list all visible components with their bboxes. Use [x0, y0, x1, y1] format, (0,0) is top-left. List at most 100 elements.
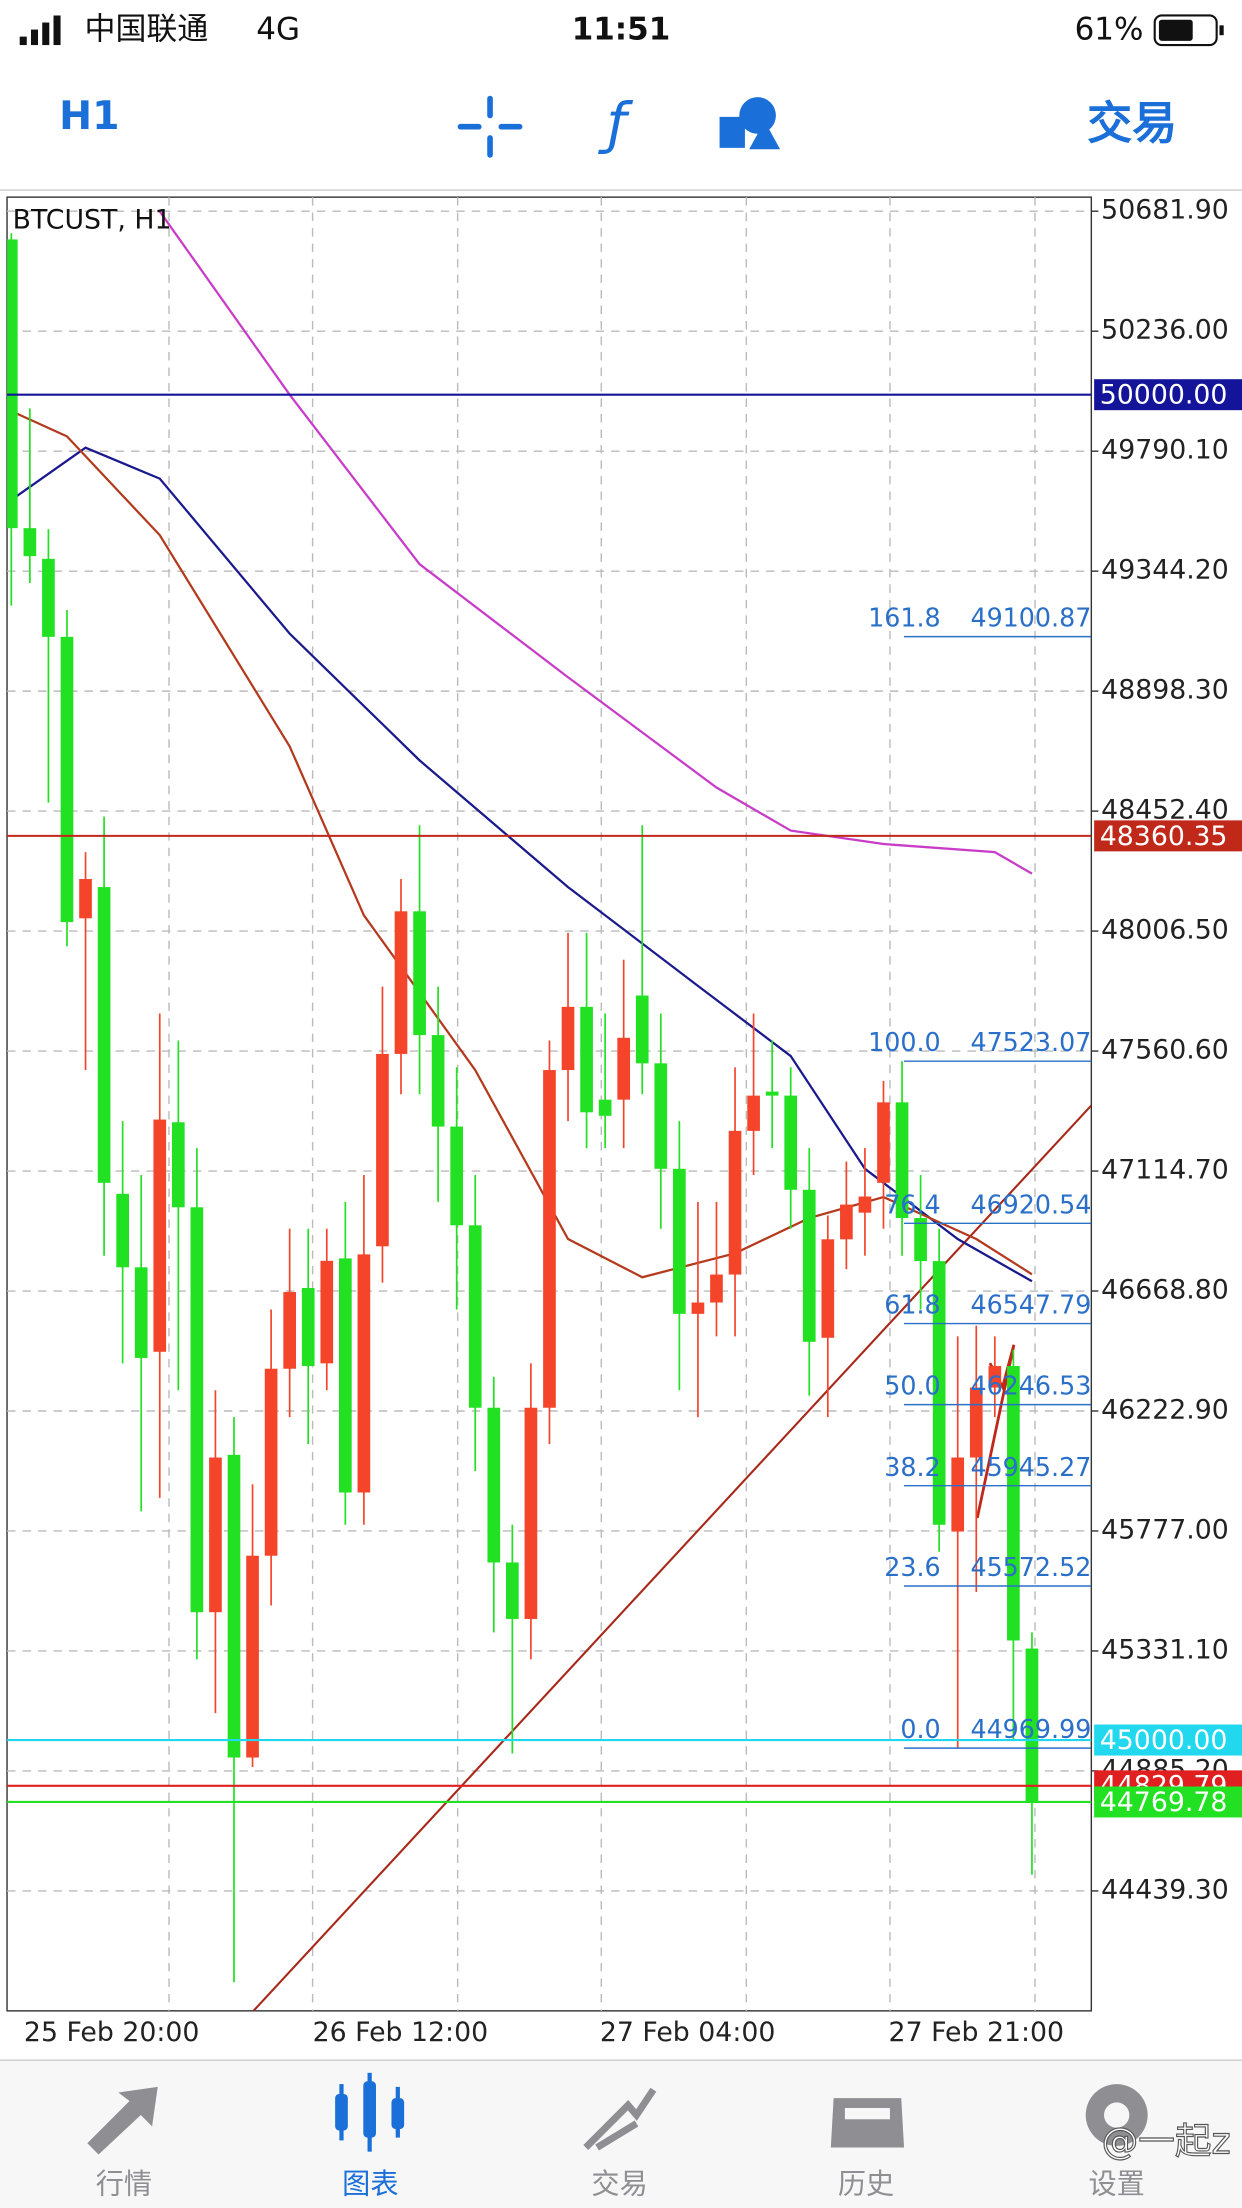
candle-body	[654, 1063, 668, 1169]
price-tag-label: 48360.35	[1100, 821, 1228, 852]
candle-body	[60, 636, 74, 923]
fib-level-label: 161.8	[868, 603, 941, 633]
candle-body	[561, 1006, 575, 1071]
candle-body	[840, 1204, 853, 1240]
candle-body	[988, 1366, 1002, 1388]
candle-body	[784, 1095, 798, 1190]
moving-average	[158, 210, 1033, 875]
candle-body	[394, 911, 408, 1054]
fib-level-label: 50.0	[884, 1371, 940, 1401]
candle-body	[487, 1407, 501, 1563]
y-tick-label: 46222.90	[1101, 1394, 1229, 1425]
candle-body	[227, 1454, 241, 1758]
y-tick-label: 47560.60	[1101, 1035, 1229, 1066]
candle-body	[97, 887, 111, 1183]
crosshair-button[interactable]	[457, 95, 523, 158]
candle-body	[264, 1368, 278, 1556]
x-tick-label: 27 Feb 21:00	[889, 2017, 1064, 2048]
candle-body	[691, 1302, 705, 1314]
watermark: @一起z	[1102, 2120, 1231, 2163]
candle-body	[932, 1261, 946, 1525]
candle-body	[506, 1562, 519, 1619]
objects-button[interactable]	[719, 97, 781, 150]
price-tag-label: 44769.78	[1100, 1787, 1228, 1818]
fib-price-label: 47523.07	[970, 1027, 1091, 1057]
candle-body	[116, 1193, 129, 1268]
fib-price-label: 46246.53	[970, 1371, 1091, 1401]
tab-bar: 行情 图表 交易 历史 设置 @一起z	[0, 2059, 1242, 2208]
candle-body	[357, 1254, 371, 1493]
tab-icon	[1085, 2084, 1148, 2147]
candle-body	[376, 1053, 389, 1247]
tab-icon	[830, 2098, 905, 2148]
candle-body	[79, 879, 92, 919]
candle-body	[134, 1267, 148, 1358]
fib-price-label: 45945.27	[970, 1452, 1091, 1482]
candle-body	[877, 1102, 890, 1183]
candle-body	[543, 1070, 556, 1408]
tab-icon	[583, 2087, 657, 2151]
fib-level-label: 100.0	[868, 1027, 941, 1057]
x-axis: 25 Feb 20:00 26 Feb 12:00 27 Feb 04:00 2…	[24, 2017, 1064, 2048]
candle-body	[914, 1218, 927, 1262]
candle-body	[23, 528, 37, 557]
tab-settings[interactable]: 设置	[1089, 2167, 1145, 2200]
toolbar: H1 ƒ 交易	[0, 91, 1242, 191]
tab-history[interactable]: 历史	[838, 2167, 894, 2200]
candle-body	[765, 1091, 779, 1096]
candle-body	[283, 1292, 297, 1369]
candle-body	[338, 1258, 352, 1493]
fib-level-label: 76.4	[884, 1189, 940, 1219]
indicators-button[interactable]: ƒ	[598, 91, 634, 156]
y-tick-label: 49790.10	[1101, 435, 1229, 466]
price-tag	[1094, 1724, 1242, 1756]
battery-level: 61%	[1075, 11, 1144, 47]
candle-body	[209, 1457, 222, 1613]
trend-line	[252, 1104, 1092, 2011]
candle-body	[171, 1122, 185, 1208]
y-tick-label: 47114.70	[1101, 1155, 1229, 1186]
tab-trade[interactable]: 交易	[591, 2167, 647, 2200]
candle-body	[710, 1274, 723, 1303]
status-bar: 中国联通 4G 11:51 61%	[19, 11, 1224, 47]
trade-button[interactable]: 交易	[1087, 97, 1177, 150]
candle-body	[42, 558, 55, 637]
candle-body	[468, 1225, 482, 1408]
network: 4G	[256, 11, 300, 47]
candle-body	[858, 1196, 872, 1213]
y-tick-label: 49344.20	[1101, 555, 1229, 586]
price-tag	[1094, 820, 1242, 852]
candle-body	[598, 1099, 612, 1116]
fib-level-label: 0.0	[900, 1714, 940, 1744]
x-tick-label: 27 Feb 04:00	[600, 2017, 775, 2048]
fib-price-label: 49100.87	[970, 603, 1091, 633]
candle-body	[951, 1457, 965, 1532]
tab-icon	[87, 2086, 158, 2155]
fib-price-label: 46920.54	[970, 1189, 1091, 1219]
fib-level-label: 23.6	[884, 1552, 940, 1582]
candle-body	[617, 1037, 631, 1100]
fib-level-label: 61.8	[884, 1290, 940, 1320]
y-tick-label: 45777.00	[1101, 1514, 1229, 1545]
candle-body	[431, 1035, 445, 1127]
fib-level-label: 38.2	[884, 1452, 940, 1482]
y-tick-label: 50236.00	[1101, 315, 1229, 346]
y-tick-label: 48898.30	[1101, 675, 1229, 706]
symbol-label: BTCUST, H1	[13, 205, 172, 236]
tab-chart[interactable]: 图表	[342, 2167, 398, 2200]
carrier: 中国联通	[84, 11, 208, 47]
candle-body	[246, 1555, 259, 1758]
candle-body	[747, 1095, 760, 1131]
price-tag-label: 45000.00	[1100, 1725, 1228, 1756]
y-tick-label: 50681.90	[1101, 195, 1229, 226]
candle-body	[413, 911, 426, 1036]
timeframe-button[interactable]: H1	[59, 93, 119, 139]
fib-price-label: 45572.52	[970, 1552, 1091, 1582]
price-tag	[1094, 1786, 1242, 1818]
y-tick-label: 48006.50	[1101, 915, 1229, 946]
candle-body	[153, 1119, 167, 1352]
tab-quotes[interactable]: 行情	[96, 2167, 152, 2200]
candle-body	[821, 1239, 835, 1338]
